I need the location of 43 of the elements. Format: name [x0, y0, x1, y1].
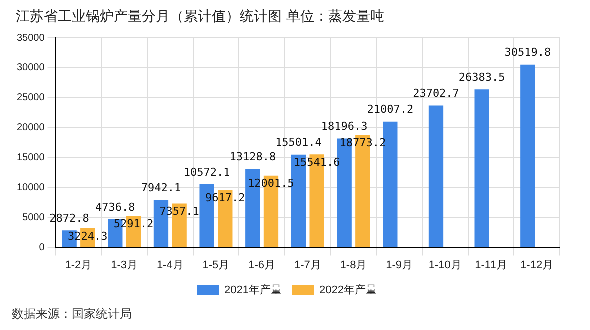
data-label: 15541.6 — [294, 156, 340, 169]
data-label: 12001.5 — [248, 177, 294, 190]
y-tick-label: 15000 — [16, 152, 46, 164]
y-tick-label: 35000 — [16, 32, 46, 44]
data-label: 13128.8 — [230, 150, 276, 164]
x-tick-label: 1-9月 — [386, 259, 414, 272]
chart-title: 江苏省工业锅炉产量分月（累计值）统计图 单位：蒸发量吨 — [16, 8, 384, 26]
x-tick-label: 1-5月 — [202, 259, 230, 272]
data-label: 5291.2 — [114, 217, 154, 230]
y-tick-label: 5000 — [22, 212, 46, 224]
data-label: 7357.1 — [160, 205, 200, 218]
data-label: 26383.5 — [458, 71, 506, 84]
data-label: 18196.3 — [321, 120, 368, 134]
x-tick-label: 1-11月 — [475, 259, 508, 272]
source-note: 数据来源：国家统计局 — [12, 306, 132, 323]
bar — [474, 90, 490, 248]
y-tick-label: 25000 — [16, 92, 46, 104]
x-tick-label: 1-4月 — [156, 259, 184, 272]
bar — [520, 64, 536, 248]
legend-label: 2021年产量 — [224, 284, 282, 297]
data-label: 3224.3 — [68, 230, 108, 243]
x-tick-label: 1-7月 — [294, 259, 322, 272]
data-label: 30519.8 — [504, 46, 552, 60]
x-tick-label: 1-2月 — [65, 259, 92, 272]
y-tick-label: 0 — [39, 242, 46, 254]
y-tick-label: 20000 — [16, 122, 46, 134]
x-tick-label: 1-10月 — [428, 259, 462, 272]
legend-label: 2022年产量 — [320, 284, 377, 297]
data-label: 15501.4 — [276, 136, 322, 150]
x-tick-label: 1-12月 — [520, 259, 554, 272]
data-label: 23702.7 — [413, 87, 460, 100]
data-label: 9617.2 — [206, 192, 246, 205]
data-label: 21007.2 — [367, 103, 414, 116]
x-tick-label: 1-8月 — [340, 259, 368, 272]
bar — [428, 106, 444, 248]
y-tick-label: 30000 — [16, 62, 46, 74]
x-tick-label: 1-6月 — [248, 259, 276, 272]
data-label: 10572.1 — [184, 166, 230, 179]
data-label: 4736.8 — [96, 200, 136, 214]
data-label: 18773.2 — [340, 136, 386, 150]
data-label: 7942.1 — [141, 182, 182, 195]
y-tick-label: 10000 — [16, 182, 46, 194]
x-tick-label: 1-3月 — [111, 259, 138, 272]
